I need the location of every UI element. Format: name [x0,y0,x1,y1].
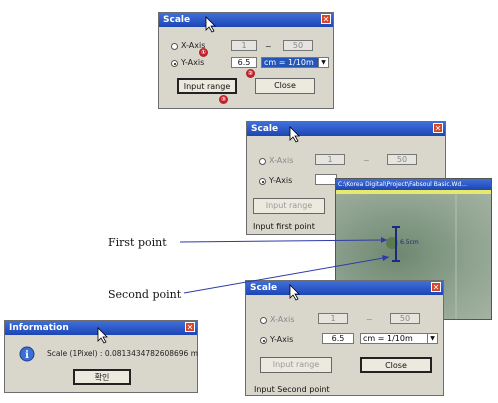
close-button[interactable]: Close [360,357,432,373]
dialog-title: Scale [159,13,333,27]
marker-3: ③ [219,95,228,104]
scale-dialog-3: Scale ✕ X-Axis 1 ~ 50 Y-Axis 6.5 cm = 1/… [245,280,444,396]
info-icon: i [19,346,35,362]
scale-dialog-1: Scale ✕ X-Axis 1 ~ 50 Y-Axis 6.5 cm = 1/… [158,12,334,109]
y-axis-label: Y-Axis [269,176,293,185]
ok-button[interactable]: 확인 [73,369,131,385]
range-dash: ~ [265,42,272,51]
input-range-button[interactable]: Input range [260,357,332,373]
annotation-first-point: First point [108,236,167,249]
annotation-second-point: Second point [108,288,182,301]
dialog-title: Scale [246,281,443,295]
unit-select-value: cm = 1/10m [264,58,314,67]
unit-select[interactable]: cm = 1/10m ▼ [360,333,438,344]
x-from-field[interactable]: 1 [231,40,257,51]
x-axis-radio[interactable] [260,317,267,324]
unit-select-value: cm = 1/10m [363,334,413,343]
y-axis-radio[interactable] [171,60,178,67]
x-axis-label: X-Axis [181,41,206,50]
close-icon[interactable]: ✕ [431,282,441,292]
x-axis-label: X-Axis [270,315,295,324]
x-to-field[interactable]: 50 [387,154,417,165]
measure-line [392,194,457,319]
y-axis-radio[interactable] [260,337,267,344]
x-axis-label: X-Axis [269,156,294,165]
status-text: Input first point [253,222,315,231]
chevron-down-icon[interactable]: ▼ [318,58,328,67]
close-icon[interactable]: ✕ [185,322,195,332]
yellow-strip [336,190,491,194]
image-window-title: C:\Korea Digital\Project\Fabsoul Basic.W… [336,179,491,190]
dialog-title: Scale [247,122,445,136]
x-from-field[interactable]: 1 [315,154,345,165]
y-axis-label: Y-Axis [270,335,294,344]
close-icon[interactable]: ✕ [433,123,443,133]
measure-label: 6.5cm [400,239,419,246]
range-dash: ~ [363,156,370,165]
status-text: Input Second point [254,385,330,394]
y-value-field[interactable] [315,174,337,185]
y-value-field[interactable]: 6.5 [322,333,354,344]
svg-text:i: i [25,350,29,361]
close-button[interactable]: Close [255,78,315,94]
marker-1: ① [199,48,208,57]
x-to-field[interactable]: 50 [390,313,420,324]
x-from-field[interactable]: 1 [318,313,348,324]
information-dialog: Information ✕ i Scale (1Pixel) : 0.08134… [4,320,198,393]
chevron-down-icon[interactable]: ▼ [427,334,437,343]
range-dash: ~ [366,315,373,324]
x-to-field[interactable]: 50 [283,40,313,51]
y-axis-radio[interactable] [259,178,266,185]
unit-select[interactable]: cm = 1/10m ▼ [261,57,329,68]
input-range-button[interactable]: Input range [253,198,325,214]
y-value-field[interactable]: 6.5 [231,57,257,68]
marker-2: ② [246,69,255,78]
y-axis-label: Y-Axis [181,58,205,67]
x-axis-radio[interactable] [171,43,178,50]
info-message: Scale (1Pixel) : 0.0813434782608696 m [47,349,199,358]
input-range-button[interactable]: Input range [177,78,237,94]
x-axis-radio[interactable] [259,158,266,165]
close-icon[interactable]: ✕ [321,14,331,24]
